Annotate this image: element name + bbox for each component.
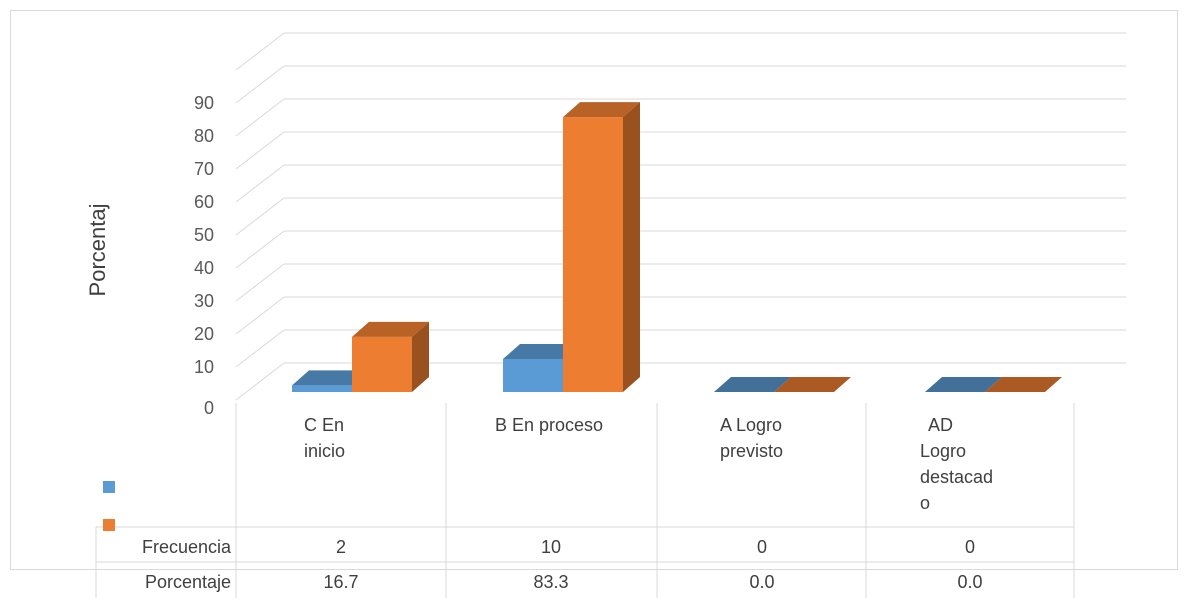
table-series-name: Porcentaje xyxy=(145,572,231,592)
bar-face xyxy=(412,321,429,392)
bar-porcentaje-2 xyxy=(774,377,851,392)
category-label: A Logro previsto xyxy=(720,415,783,461)
bar-porcentaje-3 xyxy=(985,377,1062,392)
table-cell: 2 xyxy=(336,537,346,557)
category-label: AD Logro destacad o xyxy=(920,415,993,513)
y-tick-label: 20 xyxy=(194,324,214,344)
y-tick-label: 10 xyxy=(194,357,214,377)
table-cell: 0.0 xyxy=(957,572,982,592)
y-tick-label: 90 xyxy=(194,93,214,113)
y-tick-label: 50 xyxy=(194,225,214,245)
bar-face xyxy=(352,336,412,392)
legend-key-porcentaje xyxy=(103,519,115,531)
bar-face xyxy=(714,377,791,392)
gridline-side xyxy=(235,32,285,71)
table-cell: 0.0 xyxy=(749,572,774,592)
bar-face xyxy=(292,385,352,392)
bar-face xyxy=(292,370,369,386)
chart-frame xyxy=(10,10,1178,570)
gridline-side xyxy=(235,263,285,302)
gridline-side xyxy=(235,362,285,401)
bar-frecuencia-3 xyxy=(925,377,1002,392)
gridline-side xyxy=(235,164,285,203)
bar-face xyxy=(563,102,640,118)
table-cell: 10 xyxy=(541,537,561,557)
y-tick-label: 30 xyxy=(194,291,214,311)
table-cell: 0 xyxy=(965,537,975,557)
bar-porcentaje-0 xyxy=(352,321,429,392)
bar-face xyxy=(623,102,640,393)
y-tick-label: 80 xyxy=(194,126,214,146)
legend-key-frecuencia xyxy=(103,481,115,493)
y-tick-label: 60 xyxy=(194,192,214,212)
gridline-side xyxy=(235,98,285,137)
bar-face xyxy=(503,359,563,392)
y-tick-label: 70 xyxy=(194,159,214,179)
table-cell: 0 xyxy=(757,537,767,557)
bar-frecuencia-2 xyxy=(714,377,791,392)
y-axis-label: Porcentaj xyxy=(85,204,110,297)
bar-face xyxy=(352,321,429,337)
y-tick-label: 0 xyxy=(204,398,214,418)
bar-face xyxy=(925,377,1002,392)
gridline-side xyxy=(235,296,285,335)
bar-porcentaje-1 xyxy=(563,102,640,393)
bar-face xyxy=(774,377,851,392)
gridline-side xyxy=(235,65,285,104)
bar-face xyxy=(503,344,580,359)
gridline-side xyxy=(235,131,285,170)
table-series-name: Frecuencia xyxy=(142,537,232,557)
bar-face xyxy=(563,117,623,393)
category-label: C En inicio xyxy=(304,415,345,461)
gridline-side xyxy=(235,329,285,368)
bar-face xyxy=(985,377,1062,392)
gridline-side xyxy=(235,197,285,236)
gridline-side xyxy=(235,230,285,269)
table-cell: 16.7 xyxy=(323,572,358,592)
table-cell: 83.3 xyxy=(533,572,568,592)
y-tick-label: 40 xyxy=(194,258,214,278)
category-label: B En proceso xyxy=(495,415,603,435)
